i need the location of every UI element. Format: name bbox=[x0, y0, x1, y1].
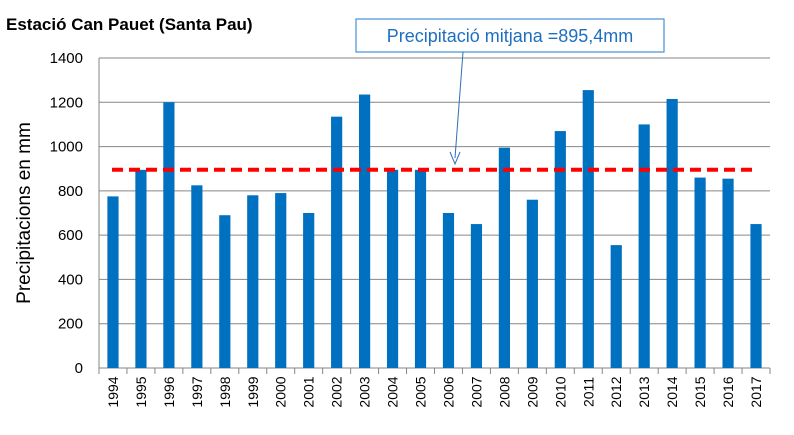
x-tick-label: 2009 bbox=[524, 376, 540, 407]
y-tick-label: 0 bbox=[75, 360, 83, 377]
x-tick-label: 1994 bbox=[105, 376, 121, 407]
annotation-arrow-line bbox=[454, 51, 464, 159]
bar-2010 bbox=[554, 131, 566, 368]
y-axis-label: Precipitacions en mm bbox=[14, 122, 35, 304]
y-tick-label: 1000 bbox=[50, 139, 83, 156]
x-tick-label: 2005 bbox=[413, 376, 429, 407]
bar-2015 bbox=[694, 177, 706, 368]
bar-1998 bbox=[219, 215, 231, 368]
x-tick-label: 2015 bbox=[692, 376, 708, 407]
x-tick-label: 2013 bbox=[636, 376, 652, 407]
x-tick-label: 2008 bbox=[496, 376, 512, 407]
x-tick-label: 2001 bbox=[301, 376, 317, 407]
bar-2003 bbox=[359, 94, 371, 369]
x-tick-labels: 1994 1995 1996 1997 1998 1999 2000 2001 2002 2003… bbox=[98, 368, 771, 408]
reference-annotation: Precipitació mitjana =895,4mm bbox=[355, 18, 665, 166]
gridlines bbox=[99, 57, 770, 325]
bar-2014 bbox=[666, 98, 678, 368]
bar-2017 bbox=[750, 224, 762, 368]
y-tick-label: 800 bbox=[58, 183, 83, 200]
bar-2016 bbox=[722, 178, 734, 368]
x-tick-label: 1995 bbox=[133, 376, 149, 407]
bar-2006 bbox=[442, 213, 455, 368]
x-tick-label: 1996 bbox=[161, 376, 177, 407]
x-tick-label: 2000 bbox=[273, 376, 289, 407]
annotation-box bbox=[355, 18, 665, 53]
bar-2009 bbox=[526, 199, 538, 368]
x-tick-label: 2006 bbox=[440, 376, 456, 407]
bar-2011 bbox=[582, 90, 594, 368]
x-tick-label: 2010 bbox=[552, 376, 568, 407]
x-tick-label: 2002 bbox=[329, 376, 345, 407]
bar-1995 bbox=[135, 169, 147, 368]
bar-1999 bbox=[247, 195, 259, 368]
chart-title: Estació Can Pauet (Santa Pau) bbox=[6, 15, 253, 34]
bar-2004 bbox=[386, 169, 399, 368]
x-tick-label: 1997 bbox=[189, 376, 205, 407]
x-tick-label: 2017 bbox=[748, 376, 764, 407]
y-tick-label: 200 bbox=[58, 316, 83, 333]
x-tick-label: 2016 bbox=[720, 376, 736, 407]
bar-2008 bbox=[498, 147, 510, 368]
bar-2007 bbox=[470, 224, 483, 368]
bar-2002 bbox=[331, 116, 343, 368]
x-tick-label: 2011 bbox=[580, 377, 596, 407]
y-tick-label: 1400 bbox=[50, 50, 83, 67]
x-tick-label: 2003 bbox=[357, 376, 373, 407]
bar-2001 bbox=[303, 213, 315, 368]
bar-2013 bbox=[638, 124, 650, 368]
x-tick-label: 2007 bbox=[468, 376, 484, 407]
x-tick-label: 2004 bbox=[385, 376, 401, 407]
bar-1997 bbox=[191, 185, 203, 368]
y-tick-label: 600 bbox=[58, 227, 83, 244]
x-tick-label: 1998 bbox=[217, 376, 233, 407]
annotation-arrow-head bbox=[449, 151, 461, 166]
x-tick-label: 1999 bbox=[245, 376, 261, 407]
y-tick-labels: 0 200 400 600 800 1000 1200 1400 bbox=[50, 50, 83, 377]
y-tick-label: 400 bbox=[58, 271, 83, 288]
bar-1996 bbox=[163, 102, 175, 369]
bar-2005 bbox=[414, 169, 427, 368]
bar-2000 bbox=[275, 193, 287, 368]
x-tick-label: 2014 bbox=[664, 376, 680, 407]
annotation-label: Precipitació mitjana =895,4mm bbox=[387, 26, 634, 46]
bar-1994 bbox=[107, 196, 119, 368]
bars bbox=[107, 90, 762, 369]
y-tick-label: 1200 bbox=[50, 94, 83, 111]
x-tick-label: 2012 bbox=[608, 376, 624, 407]
bar-2012 bbox=[610, 245, 622, 368]
